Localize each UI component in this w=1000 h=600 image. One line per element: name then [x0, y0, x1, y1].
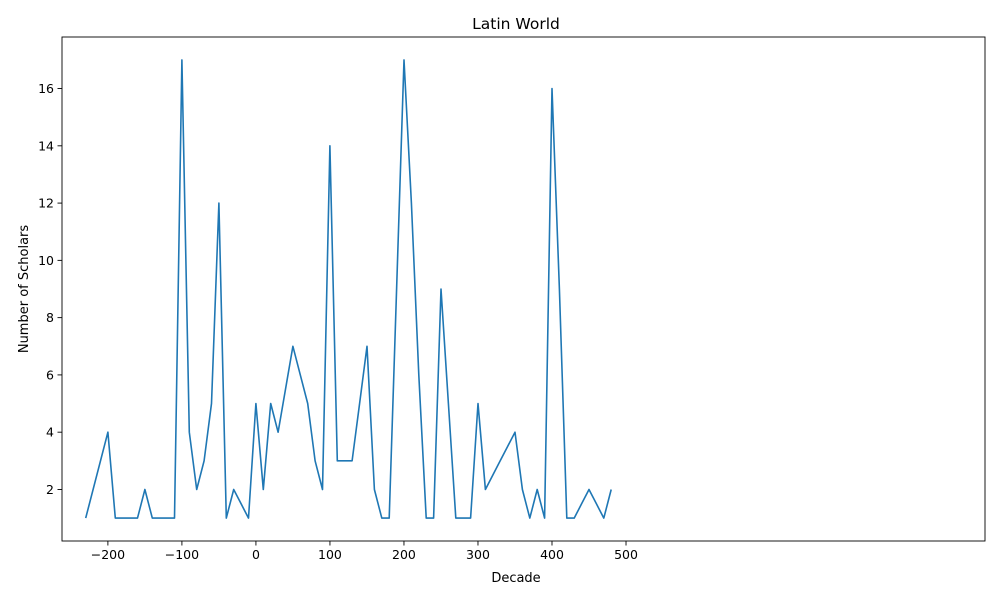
- data-point: [440, 288, 441, 289]
- data-point: [307, 403, 308, 404]
- data-point: [500, 460, 501, 461]
- data-point: [366, 346, 367, 347]
- data-point: [248, 518, 249, 519]
- data-point: [329, 145, 330, 146]
- plot-area: −200 −100 0 100 200 300 400 500 2 4 6 8 10 12 14 16: [38, 36, 986, 562]
- data-point: [566, 518, 567, 519]
- data-point: [359, 403, 360, 404]
- data-point: [270, 403, 271, 404]
- data-point: [514, 432, 515, 433]
- data-point: [448, 403, 449, 404]
- data-point: [544, 518, 545, 519]
- series-line-0: [84, 59, 612, 519]
- data-point: [389, 518, 390, 519]
- data-point: [537, 489, 538, 490]
- data-point: [381, 518, 382, 519]
- data-point: [107, 432, 108, 433]
- data-point: [529, 518, 530, 519]
- data-point: [477, 403, 478, 404]
- data-point: [433, 518, 434, 519]
- data-point: [418, 374, 419, 375]
- data-point: [218, 203, 219, 204]
- chart-title: Latin World: [472, 15, 560, 33]
- x-tick-label: 0: [252, 547, 260, 562]
- data-point: [300, 374, 301, 375]
- data-point: [403, 59, 404, 60]
- data-point: [85, 518, 86, 519]
- y-tick-label: 10: [38, 253, 54, 268]
- x-tick-label: 500: [614, 547, 638, 562]
- data-point: [152, 518, 153, 519]
- data-point: [374, 489, 375, 490]
- data-point: [411, 203, 412, 204]
- x-tick-label: 400: [540, 547, 564, 562]
- data-point: [455, 518, 456, 519]
- data-point: [426, 518, 427, 519]
- data-point: [522, 489, 523, 490]
- plot-frame: [61, 36, 986, 542]
- data-point: [574, 518, 575, 519]
- data-point: [174, 518, 175, 519]
- data-point: [485, 489, 486, 490]
- data-point: [315, 460, 316, 461]
- data-point: [263, 489, 264, 490]
- x-axis-label: Decade: [491, 571, 540, 586]
- data-point: [588, 489, 589, 490]
- data-point: [292, 346, 293, 347]
- x-tick-label: 100: [318, 547, 342, 562]
- data-point: [559, 288, 560, 289]
- data-point: [322, 489, 323, 490]
- data-point: [130, 518, 131, 519]
- data-point: [167, 518, 168, 519]
- x-tick-label: −100: [165, 547, 199, 562]
- data-point: [159, 518, 160, 519]
- data-point: [337, 460, 338, 461]
- data-point: [189, 432, 190, 433]
- data-point: [211, 403, 212, 404]
- data-point: [581, 503, 582, 504]
- data-point: [492, 475, 493, 476]
- data-point: [507, 446, 508, 447]
- y-tick-label: 2: [46, 482, 54, 497]
- data-point: [196, 489, 197, 490]
- data-point: [596, 503, 597, 504]
- data-point: [122, 518, 123, 519]
- data-point: [137, 518, 138, 519]
- data-point: [255, 403, 256, 404]
- data-point: [233, 489, 234, 490]
- x-tick-label: 300: [466, 547, 490, 562]
- data-point: [611, 489, 612, 490]
- x-tick-label: −200: [91, 547, 125, 562]
- data-point: [551, 88, 552, 89]
- y-tick-label: 12: [38, 196, 54, 211]
- y-tick-label: 16: [38, 81, 54, 96]
- data-point: [285, 389, 286, 390]
- y-tick-label: 8: [46, 310, 54, 325]
- data-point: [463, 518, 464, 519]
- data-point: [396, 288, 397, 289]
- data-point: [344, 460, 345, 461]
- y-axis-label: Number of Scholars: [17, 225, 32, 354]
- data-point: [241, 503, 242, 504]
- x-tick-label: 200: [392, 547, 416, 562]
- y-tick-label: 4: [46, 425, 54, 440]
- data-point: [352, 460, 353, 461]
- data-point: [470, 518, 471, 519]
- y-tick-label: 6: [46, 367, 54, 382]
- data-point: [115, 518, 116, 519]
- data-point: [603, 518, 604, 519]
- data-point: [226, 518, 227, 519]
- data-point: [144, 489, 145, 490]
- data-point: [278, 432, 279, 433]
- y-tick-label: 14: [38, 138, 54, 153]
- data-point: [181, 59, 182, 60]
- data-point: [204, 460, 205, 461]
